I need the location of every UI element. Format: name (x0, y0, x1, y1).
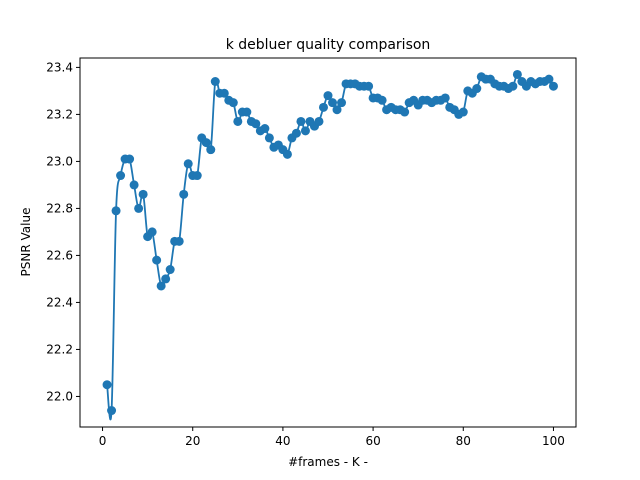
data-point (337, 98, 347, 108)
data-point (314, 116, 324, 126)
data-point (260, 124, 270, 134)
y-tick-label: 22.8 (46, 201, 73, 215)
data-point (129, 180, 139, 190)
y-tick-label: 22.6 (46, 248, 73, 262)
data-point (179, 189, 189, 199)
data-point (472, 84, 482, 94)
data-point (318, 102, 328, 112)
axes-frame (79, 57, 577, 428)
data-point (282, 149, 292, 159)
axis-ticks: 0 20 40 60 80 100 22.0 22.2 22.4 22.6 22.8 23.0 23.2… (46, 60, 565, 448)
data-point (107, 406, 117, 416)
y-tick-label: 22.4 (46, 295, 73, 309)
data-point (400, 107, 410, 117)
data-point (458, 107, 468, 117)
y-tick-label: 22.2 (46, 342, 73, 356)
data-point (147, 227, 157, 237)
data-point (206, 145, 216, 155)
x-tick-label: 40 (275, 434, 290, 448)
data-point (544, 74, 554, 84)
x-axis-label: #frames - K - (288, 455, 368, 469)
plot-area (102, 69, 558, 421)
x-tick-label: 0 (99, 434, 107, 448)
data-point (323, 91, 333, 101)
data-point (440, 93, 450, 103)
data-point (219, 88, 229, 98)
y-tick-label: 22.0 (46, 389, 73, 403)
data-point (242, 107, 252, 117)
data-point (165, 265, 175, 275)
data-point (233, 116, 243, 126)
data-point (300, 126, 310, 136)
data-point (328, 98, 338, 108)
y-axis-label: PSNR Value (19, 208, 33, 277)
x-tick-label: 80 (456, 434, 471, 448)
x-tick-label: 100 (542, 434, 565, 448)
data-point (174, 236, 184, 246)
data-point (156, 281, 166, 291)
data-point (138, 189, 148, 199)
data-point (201, 138, 211, 148)
data-point (332, 105, 342, 115)
data-point (125, 154, 135, 164)
data-point (296, 116, 306, 126)
data-point (116, 171, 126, 181)
data-point (377, 95, 387, 105)
y-tick-label: 23.4 (46, 60, 73, 74)
y-tick-label: 23.0 (46, 154, 73, 168)
data-point (548, 81, 558, 91)
data-point (134, 203, 144, 213)
x-tick-label: 60 (365, 434, 380, 448)
data-point (111, 206, 121, 216)
x-tick-label: 20 (185, 434, 200, 448)
data-point (192, 171, 202, 181)
data-point (228, 98, 238, 108)
data-point (251, 119, 261, 129)
data-point (102, 380, 112, 390)
data-point (210, 77, 220, 86)
data-point (364, 81, 374, 91)
data-point (291, 128, 301, 138)
data-point (183, 159, 193, 169)
chart-title: k debluer quality comparison (226, 37, 431, 53)
data-point (508, 81, 518, 91)
data-point (152, 255, 162, 265)
data-point (264, 133, 274, 143)
data-point (512, 69, 522, 79)
data-point (161, 274, 171, 284)
y-tick-label: 23.2 (46, 107, 73, 121)
